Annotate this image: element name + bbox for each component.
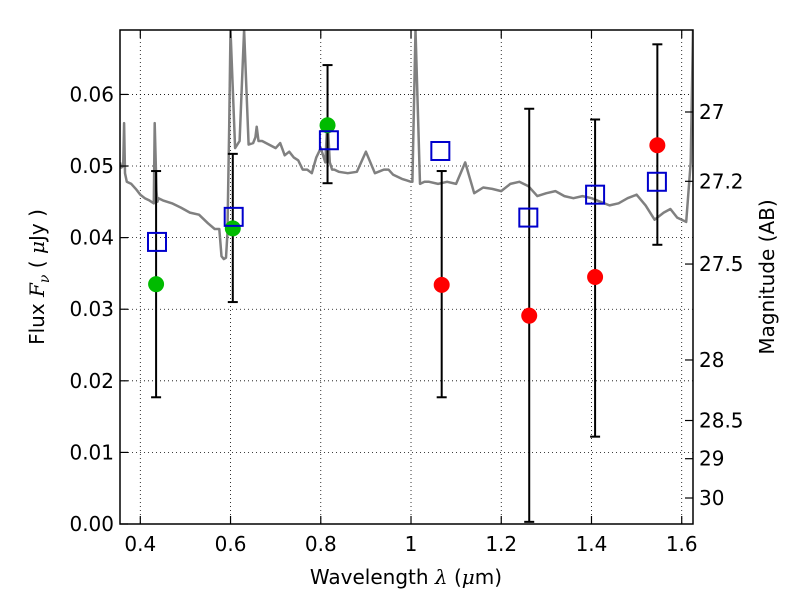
observed-flux-point xyxy=(587,269,604,285)
model-band-flux-marker xyxy=(146,231,167,252)
model-band-flux-marker xyxy=(430,140,451,161)
model-band-flux-marker xyxy=(646,171,667,192)
y-tick-label: 0.06 xyxy=(69,82,114,106)
model-spectrum-line xyxy=(120,30,693,261)
y2-tick-label: 29 xyxy=(699,447,724,471)
x-tick-label: 0.4 xyxy=(124,532,156,556)
y2-tick-label: 27 xyxy=(699,100,724,124)
y2-tick-label: 28.5 xyxy=(699,409,744,433)
model-band-flux-marker xyxy=(585,184,606,205)
observed-flux-point xyxy=(148,276,165,293)
axes-frame xyxy=(119,29,694,525)
observed-flux-point xyxy=(224,220,241,237)
x-tick-label: 1.6 xyxy=(666,532,698,556)
x-tick-label: 1.4 xyxy=(576,532,608,556)
model-band-flux-marker xyxy=(318,130,339,151)
y-tick-label: 0.00 xyxy=(69,512,114,536)
tick-labels: 0.4 0.6 0.8 1 1.2 1.4 1.6 0.00 0.01 0.02 0.03 0.04 0… xyxy=(69,82,743,556)
y2-tick-label: 30 xyxy=(699,486,724,510)
y2-axis-title: Magnitude (AB) xyxy=(755,199,779,354)
model-band-flux-marker xyxy=(223,206,244,227)
x-tick-label: 1.2 xyxy=(485,532,517,556)
x-tick-label: 0.8 xyxy=(305,532,337,556)
x-tick-label: 1 xyxy=(405,532,418,556)
observed-flux-point xyxy=(433,276,450,293)
observed-flux-point xyxy=(649,137,666,154)
y-axis-title: Flux Fν ( μJy ) xyxy=(25,209,53,345)
y2-tick-label: 27.5 xyxy=(699,252,744,276)
y2-tick-label: 27.2 xyxy=(699,169,744,193)
y-tick-label: 0.03 xyxy=(69,297,114,321)
tick-marks xyxy=(120,30,693,525)
y-tick-label: 0.04 xyxy=(69,226,114,250)
observed-flux-point xyxy=(521,307,538,324)
y-tick-label: 0.02 xyxy=(69,369,114,393)
observed-flux-point xyxy=(319,117,336,134)
model-band-flux-marker xyxy=(518,207,539,228)
plot-area xyxy=(120,30,693,523)
x-tick-label: 0.6 xyxy=(215,532,247,556)
y-tick-label: 0.01 xyxy=(69,440,114,464)
y-tick-label: 0.05 xyxy=(69,154,114,178)
y2-tick-label: 28 xyxy=(699,348,724,372)
x-axis-title: Wavelength λ (μm) xyxy=(310,565,502,589)
